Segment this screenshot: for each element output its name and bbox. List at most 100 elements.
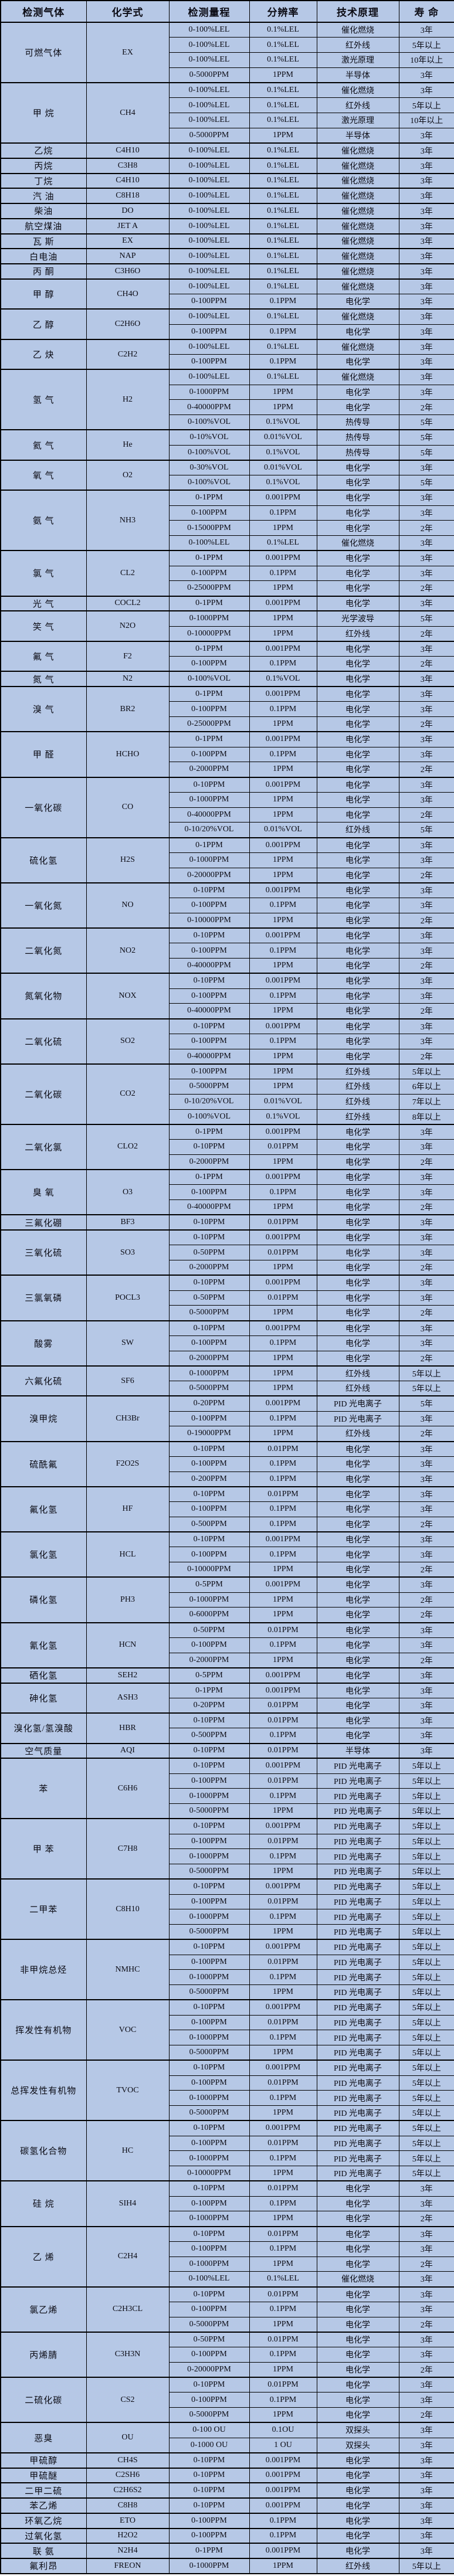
gas-name-cell: 三氯氧磷: [0, 1275, 87, 1321]
range-cell: 0-10PPM: [168, 2060, 250, 2076]
lifespan-cell: 3年: [398, 943, 454, 959]
lifespan-cell: 5年以上: [398, 2120, 454, 2136]
spec-row: 氟化氢 HF 0-10PPM 0.01PPM 电化学 3年: [0, 1486, 454, 1532]
lifespan-cell: 5年以上: [398, 1954, 454, 1970]
range-cell: 0-100PPM: [168, 2301, 250, 2317]
spec-row: 0-5000PPM 1PPM PID 光电离子 5年以上: [1, 2045, 454, 2061]
range-cell: 0-100PPM: [168, 2347, 250, 2363]
range-cell: 0-10PPM: [168, 2225, 250, 2242]
formula-cell: C2SH6: [86, 2467, 170, 2483]
lifespan-cell: 5年以上: [398, 1878, 454, 1895]
spec-row: 丙烷 C3H8 0-100%LEL 0.1%LEL 催化燃烧 3年: [0, 157, 454, 174]
lifespan-cell: 3年: [398, 233, 454, 249]
spec-row: 氯 气 CL2 0-1PPM 0.001PPM 电化学 3年: [0, 550, 454, 597]
formula-cell: H2O2: [86, 2527, 170, 2544]
formula-cell: C2H4: [86, 2225, 170, 2287]
range-cell: 0-50PPM: [168, 1290, 250, 1306]
gas-name-cell: 甲 烷: [0, 82, 87, 144]
resolution-cell: 1PPM: [249, 1063, 317, 1079]
range-cell: 0-100PPM: [168, 988, 250, 1004]
resolution-cell: 0.1%LEL: [249, 52, 317, 68]
formula-cell: PH3: [86, 1576, 170, 1623]
resolution-cell: 0.001PPM: [249, 1275, 317, 1291]
range-cell: 0-20PPM: [168, 1697, 250, 1714]
principle-cell: 电化学: [316, 2482, 399, 2499]
formula-cell: VOC: [86, 1999, 170, 2061]
resolution-cell: 0.001PPM: [249, 2120, 317, 2136]
formula-cell: CO2: [86, 1063, 170, 1125]
range-cell: 0-1000PPM: [168, 2030, 250, 2045]
range-cell: 0-40000PPM: [168, 399, 250, 415]
principle-cell: 电化学: [316, 2392, 399, 2408]
formula-cell: NO2: [86, 927, 170, 974]
range-cell: 0-100%LEL: [168, 248, 250, 264]
principle-cell: 红外线: [316, 1093, 399, 1110]
principle-cell: PID 光电离子: [316, 2030, 399, 2045]
spec-row: 0-100PPM 0.01PPM PID 光电离子 5年以上: [1, 1894, 454, 1910]
resolution-cell: 1PPM: [249, 1924, 317, 1940]
lifespan-cell: 3年: [398, 1697, 454, 1714]
formula-cell: N2H4: [86, 2543, 170, 2559]
lifespan-cell: 5年以上: [398, 2014, 454, 2031]
spec-row: 航空煤油 JET A 0-100%LEL 0.1%LEL 催化燃烧 3年: [0, 218, 454, 234]
range-cell: 0-1PPM: [168, 595, 250, 611]
principle-cell: 电化学: [316, 1184, 399, 1200]
resolution-cell: 1PPM: [249, 2256, 317, 2272]
resolution-cell: 0.1PPM: [249, 2150, 317, 2166]
principle-cell: PID 光电离子: [316, 1878, 399, 1895]
principle-cell: PID 光电离子: [316, 1803, 399, 1819]
range-cell: 0-50PPM: [168, 1622, 250, 1638]
gas-name-cell: 二氧化氯: [0, 1123, 87, 1170]
principle-cell: 电化学: [316, 1592, 399, 1608]
resolution-cell: 1PPM: [249, 384, 317, 400]
lifespan-cell: 5年以上: [398, 1984, 454, 2000]
resolution-cell: 0.01PPM: [249, 2180, 317, 2197]
resolution-cell: 0.1%LEL: [249, 278, 317, 294]
lifespan-cell: 3年: [398, 988, 454, 1004]
lifespan-cell: 3年: [398, 142, 454, 159]
lifespan-cell: 5年以上: [398, 2045, 454, 2061]
resolution-cell: 0.01PPM: [249, 2377, 317, 2393]
principle-cell: 电化学: [316, 1033, 399, 1049]
spec-row: 0-100PPM 0.1PPM 电化学 3年: [1, 324, 454, 340]
resolution-cell: 0.01PPM: [249, 1622, 317, 1638]
resolution-cell: 0.1PPM: [249, 1547, 317, 1562]
col-header-resolution: 分辨率: [249, 0, 317, 23]
resolution-cell: 1PPM: [249, 791, 317, 808]
range-cell: 0-10PPM: [168, 1440, 250, 1457]
principle-cell: 电化学: [316, 2361, 399, 2378]
spec-row: 0-5000PPM 1PPM PID 光电离子 5年以上: [1, 1864, 454, 1880]
range-cell: 0-10PPM: [168, 2180, 250, 2197]
principle-cell: PID 光电离子: [316, 1939, 399, 1955]
resolution-cell: 1 OU: [249, 2437, 317, 2453]
principle-cell: 热传导: [316, 444, 399, 461]
lifespan-cell: 5年: [398, 610, 454, 627]
principle-cell: PID 光电离子: [316, 1909, 399, 1925]
lifespan-cell: 2年: [398, 2256, 454, 2272]
lifespan-cell: 2年: [398, 716, 454, 732]
range-cell: 0-100PPM: [168, 701, 250, 717]
lifespan-cell: 3年: [398, 1018, 454, 1034]
resolution-cell: 1PPM: [249, 1803, 317, 1819]
principle-cell: PID 光电离子: [316, 1773, 399, 1789]
resolution-cell: 0.1PPM: [249, 2090, 317, 2106]
range-cell: 0-10000PPM: [168, 1562, 250, 1578]
lifespan-cell: 3年: [398, 1531, 454, 1548]
col-header-gas: 检测气体: [0, 0, 87, 23]
spec-row: 0-100PPM 0.1PPM 电化学 3年: [1, 2196, 454, 2212]
range-cell: 0-100PPM: [168, 2075, 250, 2091]
spec-row: 0-10PPM 0.01PPM 电化学 3年: [1, 1139, 454, 1155]
range-cell: 0-2000PPM: [168, 1652, 250, 1668]
formula-cell: DO: [86, 203, 170, 219]
range-cell: 0-20000PPM: [168, 2361, 250, 2378]
range-cell: 0-100%LEL: [168, 113, 250, 128]
principle-cell: 电化学: [316, 1486, 399, 1502]
spec-row: 0-50PPM 0.01PPM 电化学 3年: [1, 1290, 454, 1306]
range-cell: 0-100%VOL: [168, 444, 250, 461]
principle-cell: 电化学: [316, 1335, 399, 1351]
spec-row: 过氧化氢 H2O2 0-100PPM 0.1PPM 电化学 3年: [0, 2527, 454, 2544]
range-cell: 0-100PPM: [168, 2241, 250, 2257]
spec-row: 总挥发性有机物 TVOC 0-10PPM 0.001PPM PID 光电离子 5年以上: [0, 2060, 454, 2121]
spec-row: 氨 气 NH3 0-1PPM 0.001PPM 电化学 3年: [0, 490, 454, 551]
spec-row: 0-1000PPM 0.1PPM PID 光电离子 5年以上: [1, 2030, 454, 2045]
